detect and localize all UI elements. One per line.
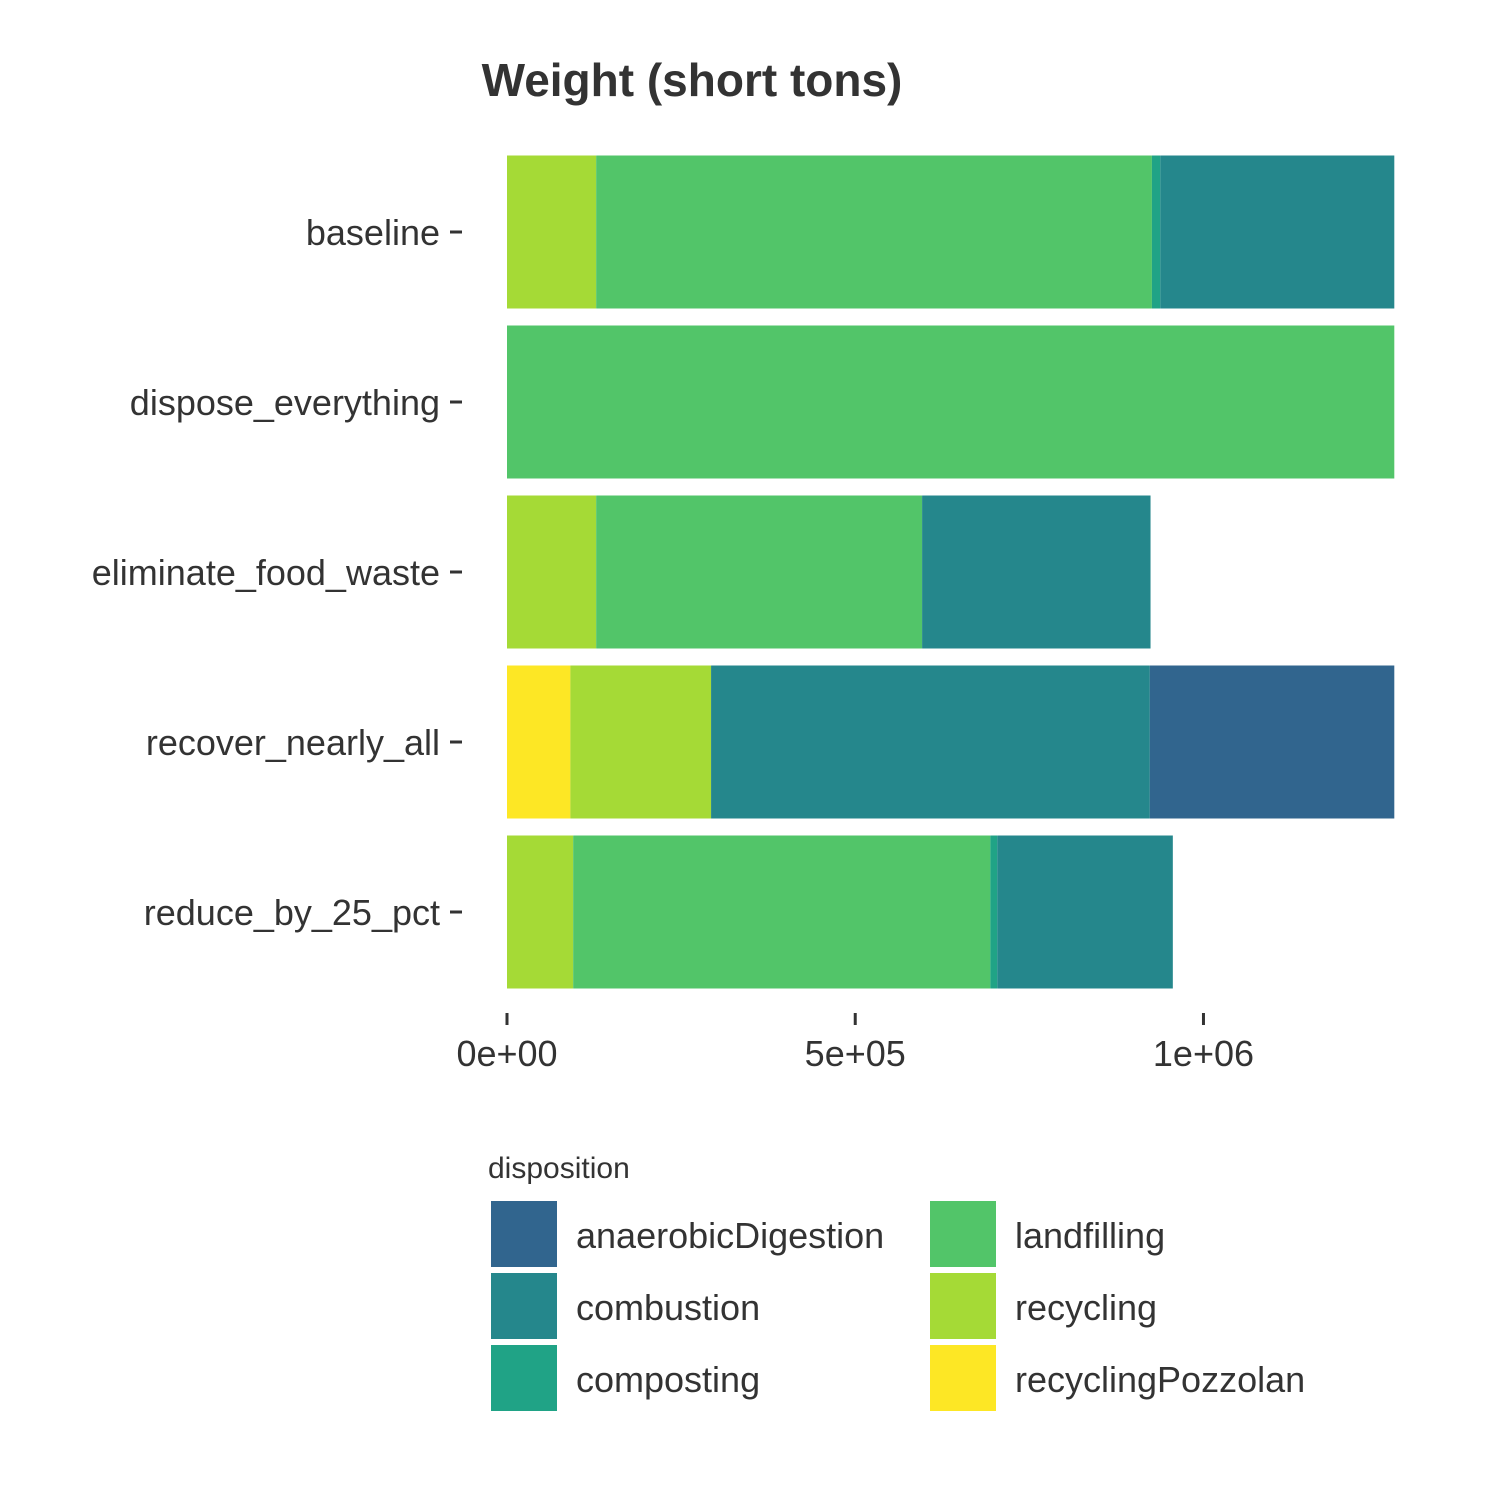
x-tick-label-0e+00: 0e+00 xyxy=(456,1033,557,1074)
legend-label-anaerobicDigestion: anaerobicDigestion xyxy=(576,1215,884,1256)
bar-eliminate_food_waste-recycling xyxy=(507,495,597,649)
legend-label-combustion: combustion xyxy=(576,1287,760,1328)
x-tick-label-5e+05: 5e+05 xyxy=(805,1033,906,1074)
legend-key-landfilling xyxy=(930,1201,996,1267)
bars-layer xyxy=(507,155,1395,989)
y-tick-label-eliminate_food_waste: eliminate_food_waste xyxy=(92,552,440,593)
legend-key-anaerobicDigestion xyxy=(491,1201,557,1267)
y-tick-label-reduce_by_25_pct: reduce_by_25_pct xyxy=(144,892,440,933)
bar-dispose_everything-landfilling xyxy=(507,325,1395,479)
legend-key-recyclingPozzolan xyxy=(930,1345,996,1411)
bar-reduce_by_25_pct-composting xyxy=(990,835,998,989)
legend-label-landfilling: landfilling xyxy=(1015,1215,1165,1256)
bar-eliminate_food_waste-landfilling xyxy=(596,495,923,649)
chart-title: Weight (short tons) xyxy=(482,54,903,106)
legend-key-composting xyxy=(491,1345,557,1411)
x-axis: 0e+00 5e+05 1e+06 xyxy=(456,1013,1254,1074)
x-tick-label-1e+06: 1e+06 xyxy=(1153,1033,1254,1074)
legend-label-composting: composting xyxy=(576,1359,760,1400)
legend-label-recyclingPozzolan: recyclingPozzolan xyxy=(1015,1359,1305,1400)
bar-baseline-combustion xyxy=(1160,155,1395,309)
bar-recover_nearly_all-combustion xyxy=(711,665,1150,819)
legend: disposition anaerobicDigestion combustion… xyxy=(488,1152,1305,1411)
y-axis: baseline dispose_everything eliminate_food… xyxy=(92,212,462,933)
bar-baseline-landfilling xyxy=(596,155,1152,309)
y-tick-label-recover_nearly_all: recover_nearly_all xyxy=(146,722,440,763)
bar-reduce_by_25_pct-landfilling xyxy=(573,835,991,989)
bar-recover_nearly_all-recyclingPozzolan xyxy=(507,665,571,819)
bar-baseline-recycling xyxy=(507,155,597,309)
y-tick-label-baseline: baseline xyxy=(306,212,440,253)
bar-eliminate_food_waste-combustion xyxy=(922,495,1151,649)
bar-recover_nearly_all-anaerobicDigestion xyxy=(1149,665,1395,819)
bar-reduce_by_25_pct-combustion xyxy=(997,835,1173,989)
legend-label-recycling: recycling xyxy=(1015,1287,1157,1328)
legend-key-combustion xyxy=(491,1273,557,1339)
legend-title: disposition xyxy=(488,1152,630,1185)
bar-reduce_by_25_pct-recycling xyxy=(507,835,574,989)
y-tick-label-dispose_everything: dispose_everything xyxy=(130,382,440,423)
bar-baseline-composting xyxy=(1151,155,1161,309)
legend-key-recycling xyxy=(930,1273,996,1339)
bar-recover_nearly_all-recycling xyxy=(570,665,712,819)
